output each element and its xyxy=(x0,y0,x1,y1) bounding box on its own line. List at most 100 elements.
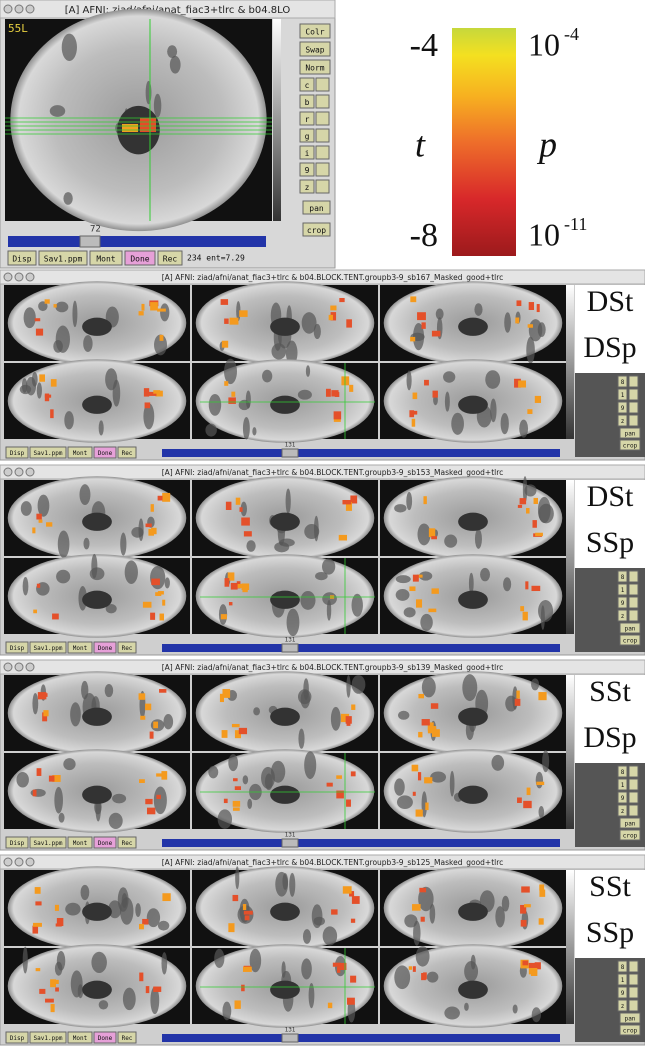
sulcus xyxy=(542,750,549,772)
ventricle xyxy=(270,708,300,726)
window-control[interactable] xyxy=(4,858,12,866)
arrow-button[interactable] xyxy=(629,402,638,413)
activation xyxy=(51,379,57,387)
colorbar xyxy=(452,28,516,256)
window-control[interactable] xyxy=(4,273,12,281)
button-label: 9 xyxy=(621,600,625,607)
window-control[interactable] xyxy=(4,5,12,13)
slider[interactable] xyxy=(162,449,560,457)
arrow-button[interactable] xyxy=(316,78,329,91)
window-control[interactable] xyxy=(26,273,34,281)
arrow-button[interactable] xyxy=(629,961,638,972)
activation xyxy=(347,998,355,1005)
arrow-button[interactable] xyxy=(629,389,638,400)
sulcus xyxy=(271,761,285,783)
arrow-button[interactable] xyxy=(316,129,329,142)
arrow-button[interactable] xyxy=(629,987,638,998)
window-control[interactable] xyxy=(15,663,23,671)
arrow-button[interactable] xyxy=(629,584,638,595)
window-control[interactable] xyxy=(26,5,34,13)
button-label: Mont xyxy=(96,255,115,264)
button-label: Mont xyxy=(73,450,88,457)
arrow-button[interactable] xyxy=(629,415,638,426)
activation xyxy=(151,579,160,586)
activation xyxy=(515,699,521,706)
window-control[interactable] xyxy=(4,663,12,671)
activation xyxy=(536,782,544,785)
sulcus xyxy=(99,420,104,435)
sulcus xyxy=(532,1007,541,1022)
activation xyxy=(233,801,240,807)
slider-thumb[interactable] xyxy=(282,644,298,652)
window-control[interactable] xyxy=(26,858,34,866)
arrow-button[interactable] xyxy=(629,376,638,387)
activation xyxy=(336,775,342,779)
button-label: Sav1.ppm xyxy=(34,1035,63,1042)
activation xyxy=(39,374,45,381)
activation xyxy=(239,310,247,317)
arrow-button[interactable] xyxy=(629,597,638,608)
window-control[interactable] xyxy=(26,468,34,476)
activation xyxy=(159,689,166,693)
ventricle xyxy=(270,903,300,921)
activation xyxy=(531,586,540,591)
activation xyxy=(520,606,524,611)
activation xyxy=(50,979,56,987)
sulcus xyxy=(209,394,221,416)
slider-thumb[interactable] xyxy=(282,1034,298,1042)
arrow-button[interactable] xyxy=(629,779,638,790)
arrow-button[interactable] xyxy=(316,95,329,108)
ventricle xyxy=(82,591,112,609)
arrow-button[interactable] xyxy=(629,1000,638,1011)
activation xyxy=(221,299,228,305)
window-control[interactable] xyxy=(26,663,34,671)
slider-thumb[interactable] xyxy=(282,449,298,457)
slider-thumb[interactable] xyxy=(282,839,298,847)
arrow-button[interactable] xyxy=(629,766,638,777)
window-control[interactable] xyxy=(15,5,23,13)
sulcus xyxy=(485,370,500,389)
window-control[interactable] xyxy=(15,858,23,866)
slider[interactable] xyxy=(162,839,560,847)
activation xyxy=(428,609,436,613)
arrow-button[interactable] xyxy=(629,805,638,816)
arrow-button[interactable] xyxy=(629,571,638,582)
window-control[interactable] xyxy=(15,273,23,281)
activation xyxy=(418,732,422,737)
sulcus xyxy=(306,365,310,377)
slider[interactable] xyxy=(8,236,266,247)
slider[interactable] xyxy=(162,1034,560,1042)
arrow-button[interactable] xyxy=(629,974,638,985)
window-control[interactable] xyxy=(15,468,23,476)
activation xyxy=(342,500,351,504)
slider-thumb[interactable] xyxy=(80,236,100,247)
arrow-button[interactable] xyxy=(316,112,329,125)
activation xyxy=(32,527,35,533)
button-label: crop xyxy=(307,226,326,235)
activation xyxy=(32,926,38,934)
button-label: 1 xyxy=(621,392,625,399)
activation xyxy=(225,578,230,587)
activation xyxy=(423,972,427,979)
arrow-button[interactable] xyxy=(629,792,638,803)
button-label: crop xyxy=(623,833,638,840)
sulcus xyxy=(158,921,169,931)
window-title: [A] AFNI: ziad/afni/anat_fiac3+tlrc & b0… xyxy=(162,858,504,867)
activation xyxy=(224,319,229,324)
button-label: pan xyxy=(625,626,636,633)
activation xyxy=(122,124,138,132)
button-label: r xyxy=(305,115,310,124)
arrow-button[interactable] xyxy=(316,163,329,176)
arrow-button[interactable] xyxy=(316,146,329,159)
activation xyxy=(221,614,227,619)
window-control[interactable] xyxy=(4,468,12,476)
activation xyxy=(139,693,146,700)
sulcus xyxy=(160,303,169,321)
sulcus xyxy=(298,390,312,400)
arrow-button[interactable] xyxy=(316,180,329,193)
sulcus xyxy=(146,81,152,104)
slider[interactable] xyxy=(162,644,560,652)
button-label: 9 xyxy=(621,990,625,997)
condition-label: DSp xyxy=(583,721,636,754)
arrow-button[interactable] xyxy=(629,610,638,621)
